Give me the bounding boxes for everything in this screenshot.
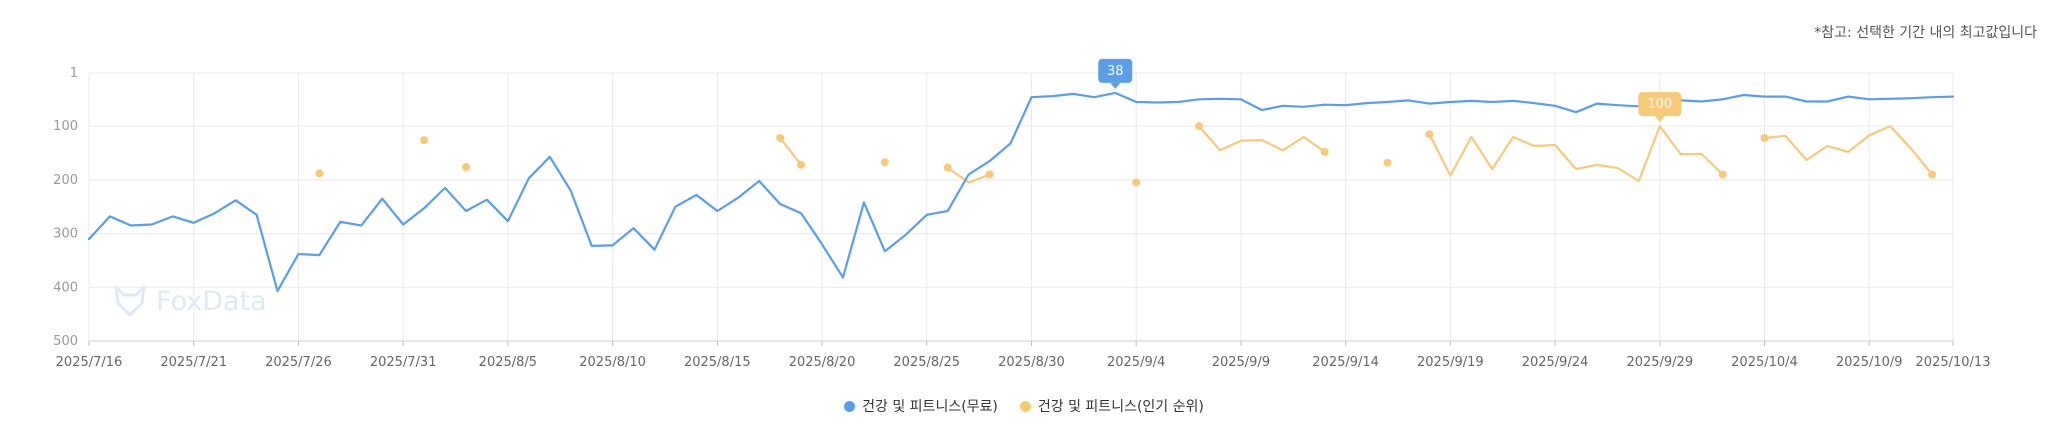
series-point-popular — [1928, 170, 1937, 179]
series-line-popular — [1763, 125, 1934, 176]
x-tick-label: 2025/7/16 — [56, 355, 123, 370]
series-point-popular — [880, 158, 889, 167]
series-line-free — [87, 91, 1955, 293]
x-tick-label: 2025/8/20 — [789, 355, 856, 370]
tooltip-free-max-text: 38 — [1107, 64, 1124, 79]
x-tick-label: 2025/8/5 — [479, 355, 537, 370]
x-tick-label: 2025/7/31 — [370, 355, 437, 370]
fox-logo-icon — [114, 285, 146, 317]
x-tick-label: 2025/8/25 — [893, 355, 960, 370]
series-line-popular — [946, 166, 991, 184]
y-tick-label: 1 — [70, 66, 78, 81]
y-tick-label: 200 — [53, 173, 78, 188]
legend-label-popular: 건강 및 피트니스(인기 순위) — [1037, 399, 1204, 415]
series-point-popular — [1425, 130, 1434, 139]
y-axis: 1 100 200 300 400 500 — [53, 66, 78, 349]
series-point-popular — [420, 136, 429, 145]
legend-dot-free — [844, 400, 856, 412]
series-free-rank — [87, 91, 1955, 293]
series-line-popular — [778, 136, 803, 166]
series-point-popular — [461, 162, 470, 171]
x-tick-label: 2025/10/9 — [1836, 355, 1903, 370]
series-point-popular — [1718, 170, 1727, 179]
series-line-popular — [1197, 125, 1326, 153]
series-point-popular — [1320, 147, 1329, 156]
x-tick-label: 2025/9/24 — [1522, 355, 1589, 370]
x-tick-label: 2025/7/26 — [265, 355, 332, 370]
series-point-popular — [1383, 158, 1392, 167]
x-tick-label: 2025/9/29 — [1626, 355, 1693, 370]
tooltip-popular-max-text: 100 — [1647, 97, 1672, 112]
x-tick-label: 2025/9/9 — [1212, 355, 1270, 370]
watermark-text: FoxData — [156, 285, 267, 317]
series-point-popular — [943, 163, 952, 172]
legend-label-free: 건강 및 피트니스(무료) — [862, 399, 998, 415]
legend-item-free[interactable]: 건강 및 피트니스(무료) — [844, 396, 998, 416]
series-point-popular — [1760, 133, 1769, 142]
y-tick-label: 400 — [53, 280, 78, 295]
note-text: *참고: 선택한 기간 내의 최고값입니다 — [1814, 25, 2037, 41]
series-popular-rank — [315, 122, 1937, 187]
x-tick-label: 2025/8/30 — [998, 355, 1065, 370]
x-tick-label: 2025/7/21 — [160, 355, 227, 370]
x-tick-label: 2025/8/15 — [684, 355, 751, 370]
x-tick-label: 2025/9/4 — [1107, 355, 1165, 370]
series-point-popular — [1195, 122, 1204, 131]
series-point-popular — [315, 169, 324, 178]
legend: 건강 및 피트니스(무료) 건강 및 피트니스(인기 순위) — [0, 396, 2048, 416]
tooltip-free-max-pointer — [1110, 82, 1121, 89]
y-tick-label: 100 — [53, 119, 78, 134]
x-tick-label: 2025/10/13 — [1916, 355, 1991, 370]
tooltip-popular-max-pointer — [1654, 116, 1665, 123]
y-tick-label: 500 — [53, 334, 78, 349]
legend-item-popular[interactable]: 건강 및 피트니스(인기 순위) — [1019, 396, 1204, 416]
x-axis: 2025/7/16 2025/7/21 2025/7/26 2025/7/31 2025… — [56, 340, 1991, 370]
x-tick-label: 2025/9/19 — [1417, 355, 1484, 370]
series-point-popular — [1132, 178, 1141, 187]
watermark: FoxData — [112, 283, 267, 319]
x-tick-label: 2025/9/14 — [1312, 355, 1379, 370]
series-point-popular — [776, 133, 785, 142]
series-point-popular — [985, 170, 994, 179]
series-point-popular — [797, 160, 806, 169]
legend-dot-popular — [1019, 400, 1031, 412]
series-line-popular — [1428, 125, 1724, 183]
y-tick-label: 300 — [53, 227, 78, 242]
max-value-labels: 38 100 — [1098, 58, 1682, 123]
tooltip-popular-max-box — [1638, 92, 1682, 117]
tooltip-free-max-box — [1098, 58, 1133, 83]
x-tick-label: 2025/8/10 — [579, 355, 646, 370]
x-tick-label: 2025/10/4 — [1731, 355, 1798, 370]
